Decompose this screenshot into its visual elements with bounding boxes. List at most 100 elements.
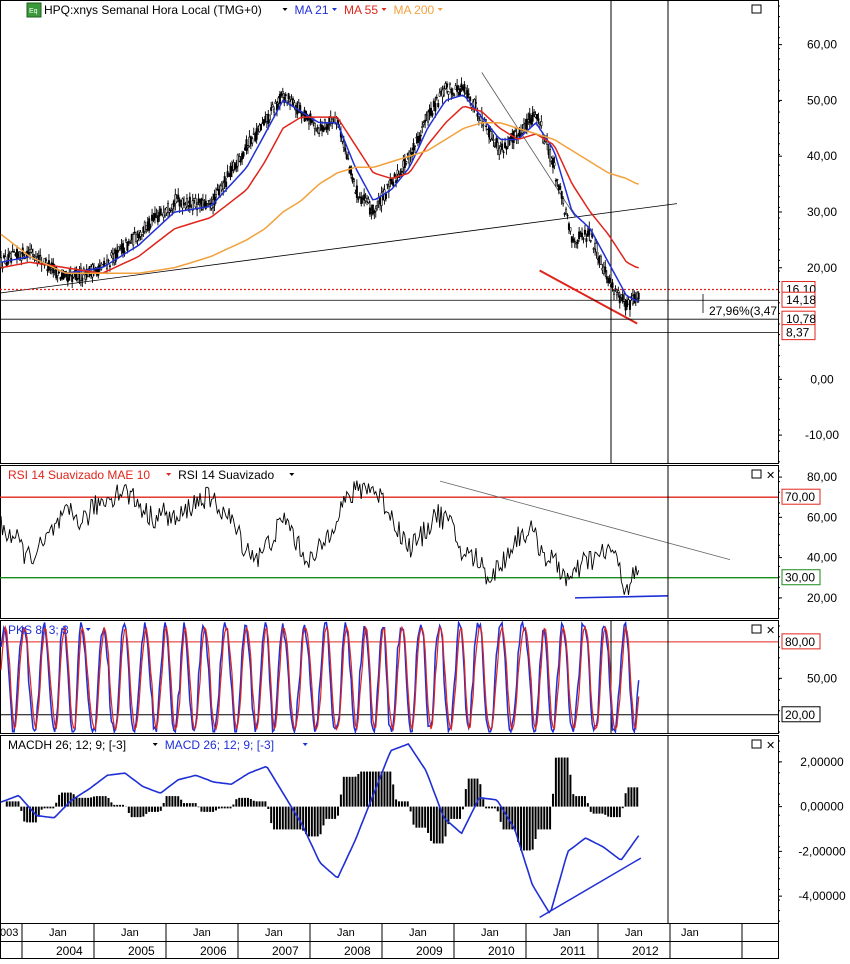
price-candle <box>314 123 315 128</box>
macd-histogram-bar <box>183 803 185 807</box>
macd-histogram-bar <box>145 807 147 814</box>
axis-tick-label: -4,00000 <box>798 889 846 903</box>
macd-histogram-bar <box>282 807 284 830</box>
price-candle <box>176 198 177 201</box>
price-candle <box>562 199 563 204</box>
x-year-label: 2011 <box>560 944 586 958</box>
macd-histogram-bar <box>41 807 43 810</box>
price-candle <box>432 113 433 115</box>
price-candle <box>347 158 348 159</box>
price-candle <box>160 209 161 214</box>
macd-histogram-bar <box>279 807 281 830</box>
macd-panel-frame <box>1 736 779 924</box>
restore-icon[interactable] <box>752 470 761 478</box>
macd-histogram-bar <box>433 807 435 844</box>
legend-entry[interactable]: MA 200 <box>394 3 435 17</box>
macd-histogram-bar <box>320 807 322 835</box>
macd-histogram-bar <box>334 807 336 819</box>
restore-icon[interactable] <box>752 625 761 633</box>
macd-histogram-bar <box>250 799 252 807</box>
macd-histogram-bar <box>436 807 438 844</box>
macd-histogram-bar <box>616 807 618 818</box>
price-candle <box>560 186 561 189</box>
macd-histogram-bar <box>186 803 188 807</box>
macd-histogram-bar <box>555 758 557 807</box>
legend-entry[interactable]: RSI 14 Suavizado MAE 10 <box>8 468 150 482</box>
price-candle <box>615 289 616 290</box>
macd-histogram-bar <box>276 807 278 830</box>
macd-histogram-bar <box>349 777 351 807</box>
macd-histogram-bar <box>148 807 150 812</box>
legend-entry[interactable]: RSI 14 Suavizado <box>178 468 274 482</box>
macd-histogram-bar <box>241 798 243 807</box>
price-candle <box>252 139 253 143</box>
macd-histogram-bar <box>12 801 14 806</box>
macd-histogram-bar <box>575 796 577 807</box>
legend-entry[interactable]: MACDH 26; 12; 9; [-3] <box>8 738 126 752</box>
price-candle <box>207 204 208 205</box>
price-candle <box>561 191 562 198</box>
macd-histogram-bar <box>73 794 75 806</box>
macd-histogram-bar <box>488 807 490 809</box>
price-candle <box>157 216 158 222</box>
macd-histogram-bar <box>15 801 17 806</box>
axis-tick-label: 80,00 <box>807 470 837 484</box>
price-candle <box>272 105 273 107</box>
legend-entry[interactable]: MACD 26; 12; 9; [-3] <box>165 738 274 752</box>
price-candle <box>270 107 271 110</box>
price-candle <box>565 209 566 214</box>
price-candle <box>613 290 614 294</box>
macd-histogram-bar <box>392 784 394 806</box>
macd-histogram-bar <box>386 772 388 807</box>
macd-histogram-bar <box>439 807 441 844</box>
x-year-label: 2005 <box>128 944 155 958</box>
restore-icon[interactable] <box>752 740 761 748</box>
close-icon[interactable]: ✕ <box>766 625 775 637</box>
macd-histogram-bar <box>259 801 261 806</box>
legend-entry[interactable]: PKS 8; 3; 3 <box>8 623 69 637</box>
price-candle <box>477 114 478 117</box>
level-label: 70,00 <box>785 490 815 504</box>
price-candle <box>50 269 51 270</box>
macd-histogram-bar <box>177 796 179 806</box>
macd-histogram-bar <box>137 807 139 818</box>
macd-histogram-bar <box>357 774 359 807</box>
price-candle <box>449 83 450 85</box>
macd-histogram-bar <box>322 807 324 826</box>
legend-entry[interactable]: MA 55 <box>344 3 378 17</box>
macd-histogram-bar <box>500 807 502 822</box>
macd-histogram-bar <box>421 807 423 828</box>
macd-histogram-bar <box>523 807 525 851</box>
macd-histogram-bar <box>163 803 165 807</box>
price-candle <box>13 251 14 252</box>
macd-histogram-bar <box>160 807 162 811</box>
legend-entry[interactable]: HPQ:xnys Semanal Hora Local (TMG+0) <box>44 3 262 17</box>
macd-histogram-bar <box>107 798 109 807</box>
price-candle <box>38 256 39 264</box>
close-icon[interactable]: ✕ <box>766 470 775 482</box>
macd-histogram-bar <box>317 807 319 837</box>
macd-histogram-bar <box>113 805 115 807</box>
macd-histogram-bar <box>81 798 83 807</box>
macd-histogram-bar <box>581 796 583 807</box>
restore-icon[interactable] <box>752 5 761 13</box>
macd-histogram-bar <box>494 807 496 809</box>
macd-histogram-bar <box>607 807 609 817</box>
macd-histogram-bar <box>404 801 406 806</box>
macd-histogram-bar <box>61 793 63 807</box>
macd-histogram-bar <box>105 796 107 807</box>
macd-histogram-bar <box>44 807 46 809</box>
macd-histogram-bar <box>270 807 272 823</box>
macd-histogram-bar <box>497 807 499 812</box>
price-candle <box>240 159 241 162</box>
macd-histogram-bar <box>360 772 362 807</box>
macd-histogram-bar <box>90 797 92 806</box>
macd-histogram-bar <box>633 787 635 806</box>
close-icon[interactable]: ✕ <box>766 740 775 752</box>
macd-histogram-bar <box>398 801 400 806</box>
x-year-label: 2012 <box>632 944 659 958</box>
legend-entry[interactable]: MA 21 <box>295 3 329 17</box>
macd-histogram-bar <box>625 793 627 806</box>
